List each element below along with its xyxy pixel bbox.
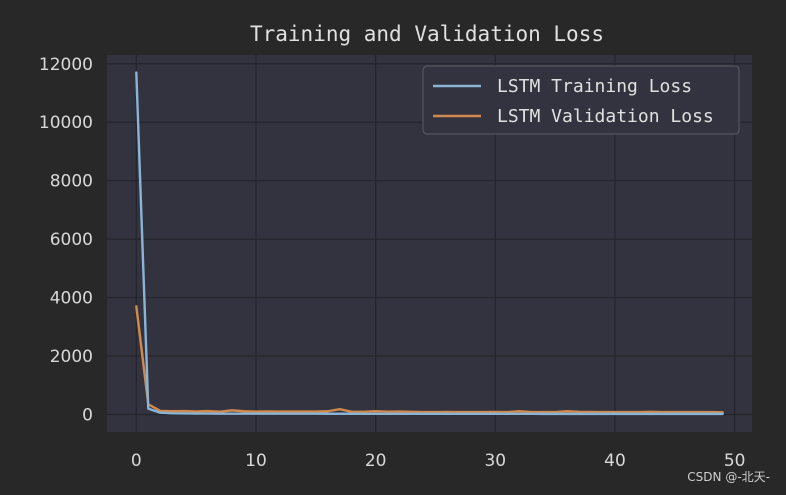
legend-label: LSTM Training Loss <box>497 76 692 97</box>
training-loss-line <box>135 71 724 416</box>
y-tick-label: 8000 <box>50 172 93 192</box>
chart-title: Training and Validation Loss <box>250 22 604 46</box>
y-tick-label: 4000 <box>50 289 93 309</box>
x-tick-label: 40 <box>604 451 626 471</box>
validation-loss-line <box>135 305 724 414</box>
x-tick-label: 20 <box>365 451 387 471</box>
y-tick-label: 2000 <box>50 347 93 367</box>
x-tick-label: 0 <box>131 451 142 471</box>
legend-box <box>422 65 740 135</box>
y-tick-label: 6000 <box>50 230 93 250</box>
y-tick-label: 10000 <box>39 113 93 133</box>
legend: LSTM Training Loss LSTM Validation Loss <box>422 65 740 135</box>
x-tick-label: 30 <box>484 451 506 471</box>
x-tick-label: 50 <box>724 451 746 471</box>
y-tick-label: 0 <box>82 405 93 425</box>
y-tick-label: 12000 <box>39 55 93 75</box>
legend-label: LSTM Validation Loss <box>497 106 714 127</box>
x-tick-label: 10 <box>245 451 267 471</box>
watermark-text: CSDN @-北天- <box>687 470 770 484</box>
